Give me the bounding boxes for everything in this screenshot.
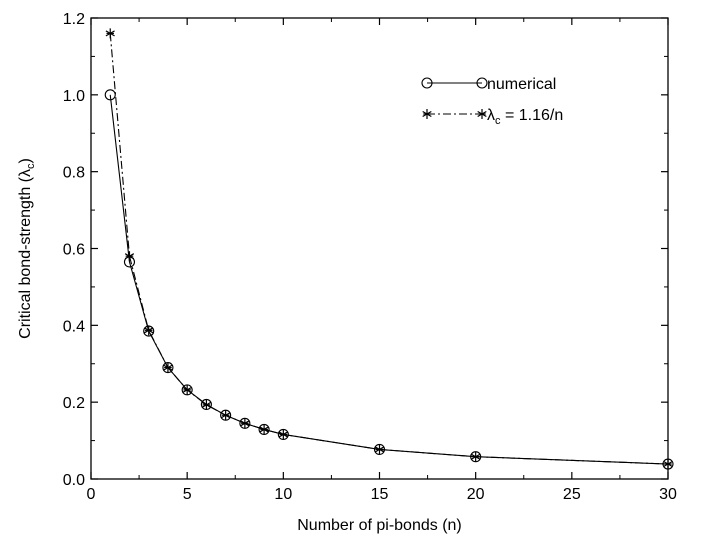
x-axis-label: Number of pi-bonds (n) (297, 517, 462, 534)
y-axis: 0.0 0.2 0.4 0.6 0.8 1.0 1.2 (63, 11, 668, 489)
fit-point (259, 424, 269, 435)
fit-point (663, 459, 673, 470)
legend-label: numerical (487, 76, 556, 93)
x-tick-label: 5 (183, 486, 192, 503)
y-axis-label: Critical bond-strength (λc) (17, 158, 37, 339)
y-tick-label: 1.0 (63, 88, 85, 105)
legend: numerical λc = 1.16/n (421, 76, 563, 127)
y-tick-label: 0.4 (63, 318, 85, 335)
y-tick-label: 0.8 (63, 165, 85, 182)
legend-marker (476, 77, 488, 89)
series-layer (104, 28, 674, 470)
fit-point (182, 384, 192, 395)
fit-point (240, 418, 250, 429)
y-tick-label: 0.2 (63, 395, 85, 412)
fit-point (374, 444, 385, 455)
x-tick-label: 30 (659, 486, 677, 503)
legend-marker (477, 109, 487, 119)
fit-point (201, 399, 212, 410)
legend-marker (421, 77, 433, 89)
y-tick-label: 0.0 (63, 472, 85, 489)
y-tick-label: 1.2 (63, 11, 85, 28)
fit-point (124, 251, 135, 262)
legend-item-numerical: numerical (421, 76, 556, 93)
x-tick-label: 15 (371, 486, 389, 503)
fit-point (163, 362, 173, 373)
fit-point (105, 28, 115, 39)
y-tick-label: 0.6 (63, 242, 85, 259)
series-fit (105, 28, 673, 470)
fit-point (221, 410, 231, 421)
x-tick-label: 20 (467, 486, 485, 503)
legend-item-fit: λc = 1.16/n (422, 107, 563, 127)
fit-point (144, 325, 154, 336)
legend-marker (422, 109, 432, 119)
x-axis: 0 5 10 15 20 25 30 (87, 18, 677, 503)
x-tick-label: 25 (563, 486, 581, 503)
numerical-point (104, 89, 116, 101)
x-tick-label: 10 (274, 486, 292, 503)
x-tick-label: 0 (87, 486, 96, 503)
legend-label: λc = 1.16/n (487, 107, 563, 127)
fit-point (278, 429, 288, 440)
fit-point (471, 451, 481, 462)
